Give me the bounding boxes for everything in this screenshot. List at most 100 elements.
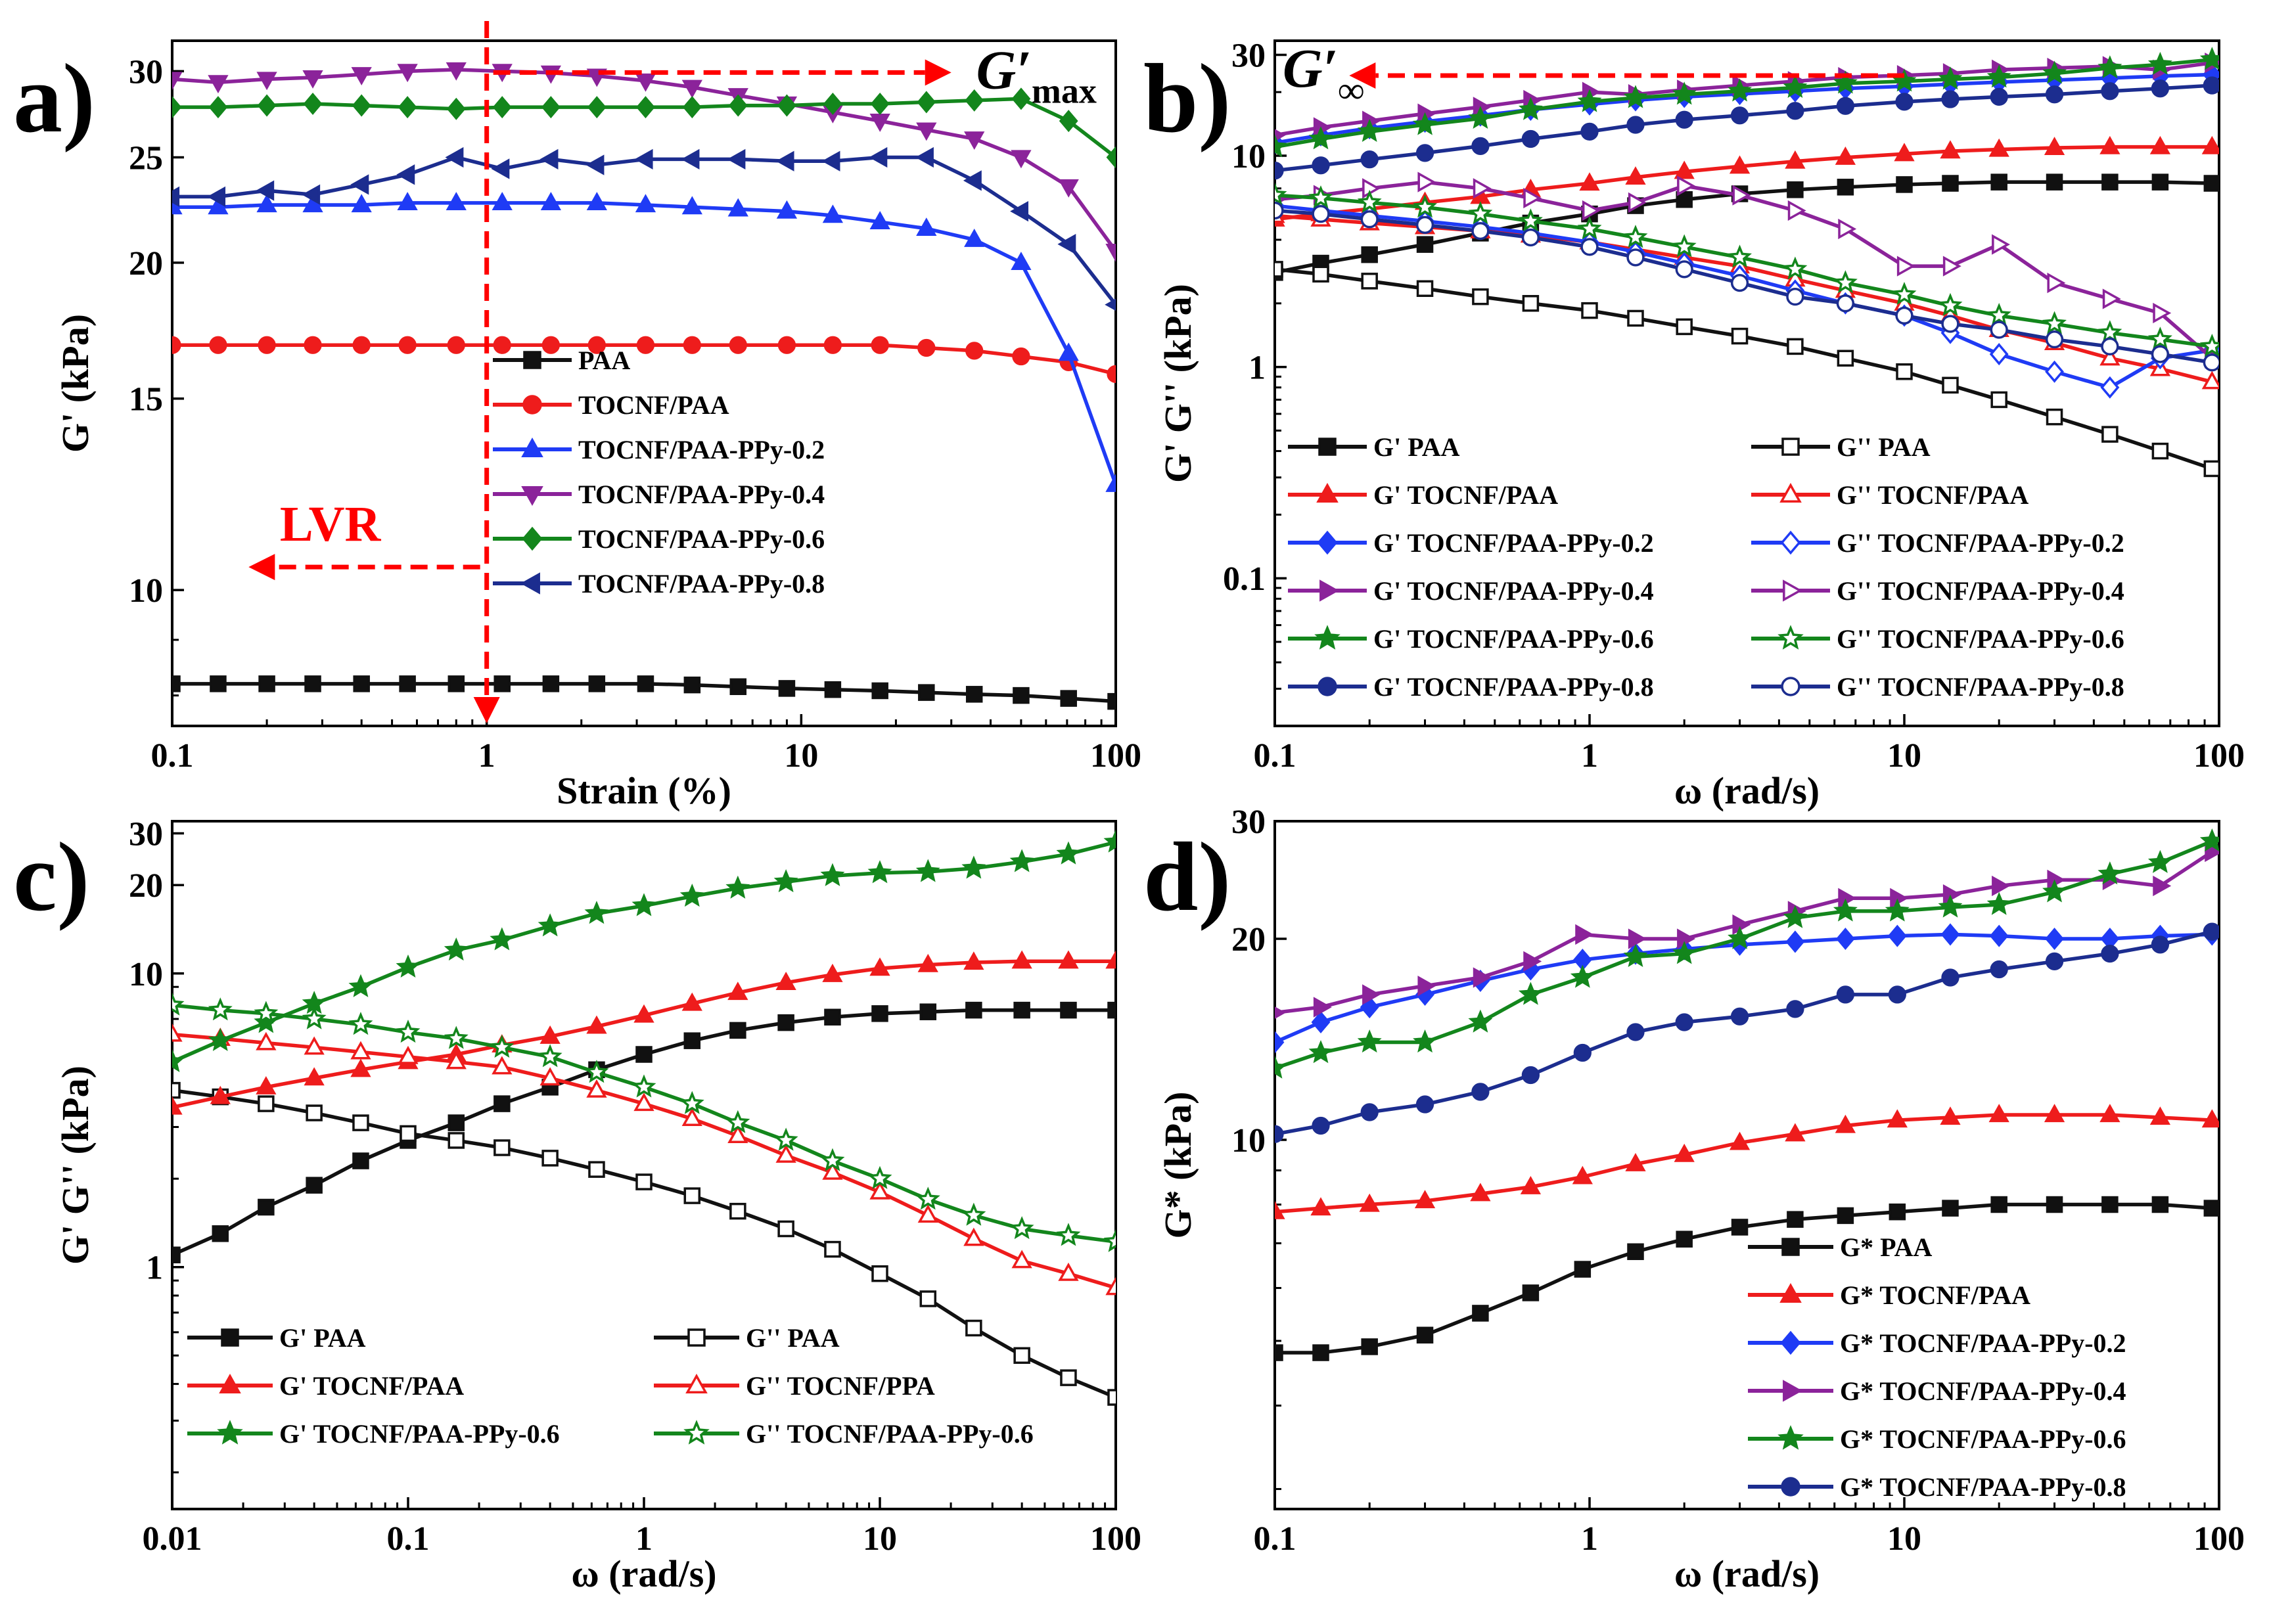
data-point bbox=[2102, 288, 2121, 309]
data-point bbox=[587, 336, 606, 354]
axes-frame bbox=[171, 39, 1117, 727]
data-point bbox=[1675, 1013, 1693, 1031]
data-point bbox=[1627, 309, 1644, 327]
x-tick-label: 0.1 bbox=[151, 737, 194, 775]
data-point bbox=[1989, 924, 2009, 947]
data-point bbox=[399, 675, 416, 692]
y-axis-label: G' G'' (kPa) bbox=[54, 1066, 97, 1265]
data-point bbox=[348, 974, 373, 997]
data-point bbox=[1060, 690, 1077, 707]
data-point bbox=[1470, 1183, 1491, 1202]
data-point bbox=[1103, 1229, 1116, 1252]
data-point bbox=[1889, 1203, 1906, 1221]
data-point bbox=[2099, 135, 2120, 154]
data-point bbox=[1275, 1125, 1284, 1143]
data-point bbox=[1942, 376, 1959, 394]
data-point bbox=[1895, 93, 1914, 111]
data-point bbox=[1730, 273, 1749, 292]
data-point bbox=[1275, 134, 1287, 158]
gmax-arrow-head bbox=[925, 59, 951, 86]
data-point bbox=[2045, 85, 2064, 104]
data-point bbox=[1895, 306, 1914, 325]
data-point bbox=[1468, 201, 1493, 225]
data-point bbox=[1058, 1262, 1079, 1281]
data-point bbox=[822, 963, 843, 982]
data-point bbox=[1777, 625, 1804, 650]
data-point bbox=[540, 192, 562, 210]
legend-item: G' TOCNF/PAA bbox=[1288, 480, 1558, 510]
y-tick-label: 1 bbox=[1249, 350, 1266, 387]
data-point bbox=[1060, 1001, 1077, 1019]
legend-item: G' TOCNF/PAA bbox=[187, 1371, 464, 1401]
data-point bbox=[2101, 426, 2119, 443]
data-point bbox=[2047, 272, 2066, 294]
data-point bbox=[1012, 347, 1030, 366]
data-point bbox=[2153, 302, 2172, 324]
data-point bbox=[1786, 288, 1804, 306]
legend-item: G* TOCNF/PAA-PPy-0.4 bbox=[1748, 1376, 2126, 1406]
legend-item: G* TOCNF/PAA-PPy-0.8 bbox=[1748, 1472, 2126, 1502]
data-point bbox=[683, 336, 701, 354]
data-point bbox=[1728, 926, 1752, 949]
series-g-paa bbox=[1275, 1196, 2219, 1361]
ginf-subscript: ∞ bbox=[1338, 70, 1364, 111]
data-point bbox=[1058, 179, 1079, 198]
data-point bbox=[636, 96, 655, 119]
data-point bbox=[1580, 122, 1599, 141]
data-point bbox=[1520, 1175, 1542, 1194]
data-point bbox=[869, 957, 890, 976]
data-point bbox=[871, 1005, 888, 1022]
data-point bbox=[1575, 924, 1594, 945]
data-point bbox=[1570, 964, 1595, 988]
series-g-tocnf-paa-ppy-0-6 bbox=[172, 992, 1116, 1252]
data-point bbox=[1415, 215, 1434, 235]
data-point bbox=[1312, 205, 1330, 223]
data-point bbox=[398, 336, 417, 354]
data-point bbox=[1357, 118, 1382, 143]
data-point bbox=[1275, 1031, 1285, 1054]
data-point bbox=[965, 89, 984, 112]
data-point bbox=[1942, 1200, 1959, 1217]
y-tick-label: 20 bbox=[129, 245, 163, 282]
data-point bbox=[2151, 442, 2169, 460]
data-point bbox=[1988, 138, 2009, 157]
series-g-tocnf-paa-ppy-0-8 bbox=[1275, 201, 2219, 372]
series-tocnf-paa-ppy-0-6 bbox=[172, 87, 1116, 169]
data-point bbox=[208, 96, 228, 119]
data-point bbox=[304, 336, 322, 354]
data-point bbox=[681, 196, 702, 215]
data-point bbox=[1582, 200, 1601, 221]
data-point bbox=[683, 676, 701, 694]
data-point bbox=[2045, 330, 2064, 349]
data-point bbox=[915, 1186, 940, 1210]
data-point bbox=[683, 1420, 710, 1445]
legend-item: G'' TOCNF/PAA-PPy-0.6 bbox=[1751, 624, 2124, 654]
data-point bbox=[1473, 178, 1492, 199]
data-point bbox=[964, 131, 985, 150]
y-axis: 10 20 30 G* (kPa) bbox=[1157, 803, 1287, 1491]
data-point bbox=[208, 75, 229, 94]
data-point bbox=[2097, 320, 2122, 344]
x-tick-label: 100 bbox=[2193, 1520, 2245, 1558]
data-point bbox=[2042, 311, 2067, 334]
data-point bbox=[1579, 172, 1600, 191]
data-point bbox=[1011, 252, 1032, 270]
y-tick-label: 0.1 bbox=[1223, 560, 1266, 598]
data-point bbox=[824, 1240, 841, 1258]
data-point bbox=[172, 186, 180, 208]
legend-item: TOCNF/PAA bbox=[493, 390, 729, 420]
series-g-tocnf-paa-ppy-0-6 bbox=[1275, 828, 2219, 1079]
data-point bbox=[538, 913, 562, 937]
data-point bbox=[208, 1027, 233, 1051]
data-point bbox=[916, 217, 937, 236]
data-point bbox=[777, 94, 796, 117]
data-point bbox=[727, 198, 748, 217]
data-point bbox=[350, 174, 369, 195]
series-tocnf-paa bbox=[172, 336, 1116, 383]
data-point bbox=[1986, 303, 2011, 327]
data-point bbox=[1310, 1197, 1331, 1216]
data-point bbox=[1472, 1305, 1489, 1322]
series-g-tocnf-paa-ppy-0-8 bbox=[1275, 922, 2219, 1143]
data-point bbox=[1107, 365, 1116, 383]
data-point bbox=[254, 1001, 279, 1024]
